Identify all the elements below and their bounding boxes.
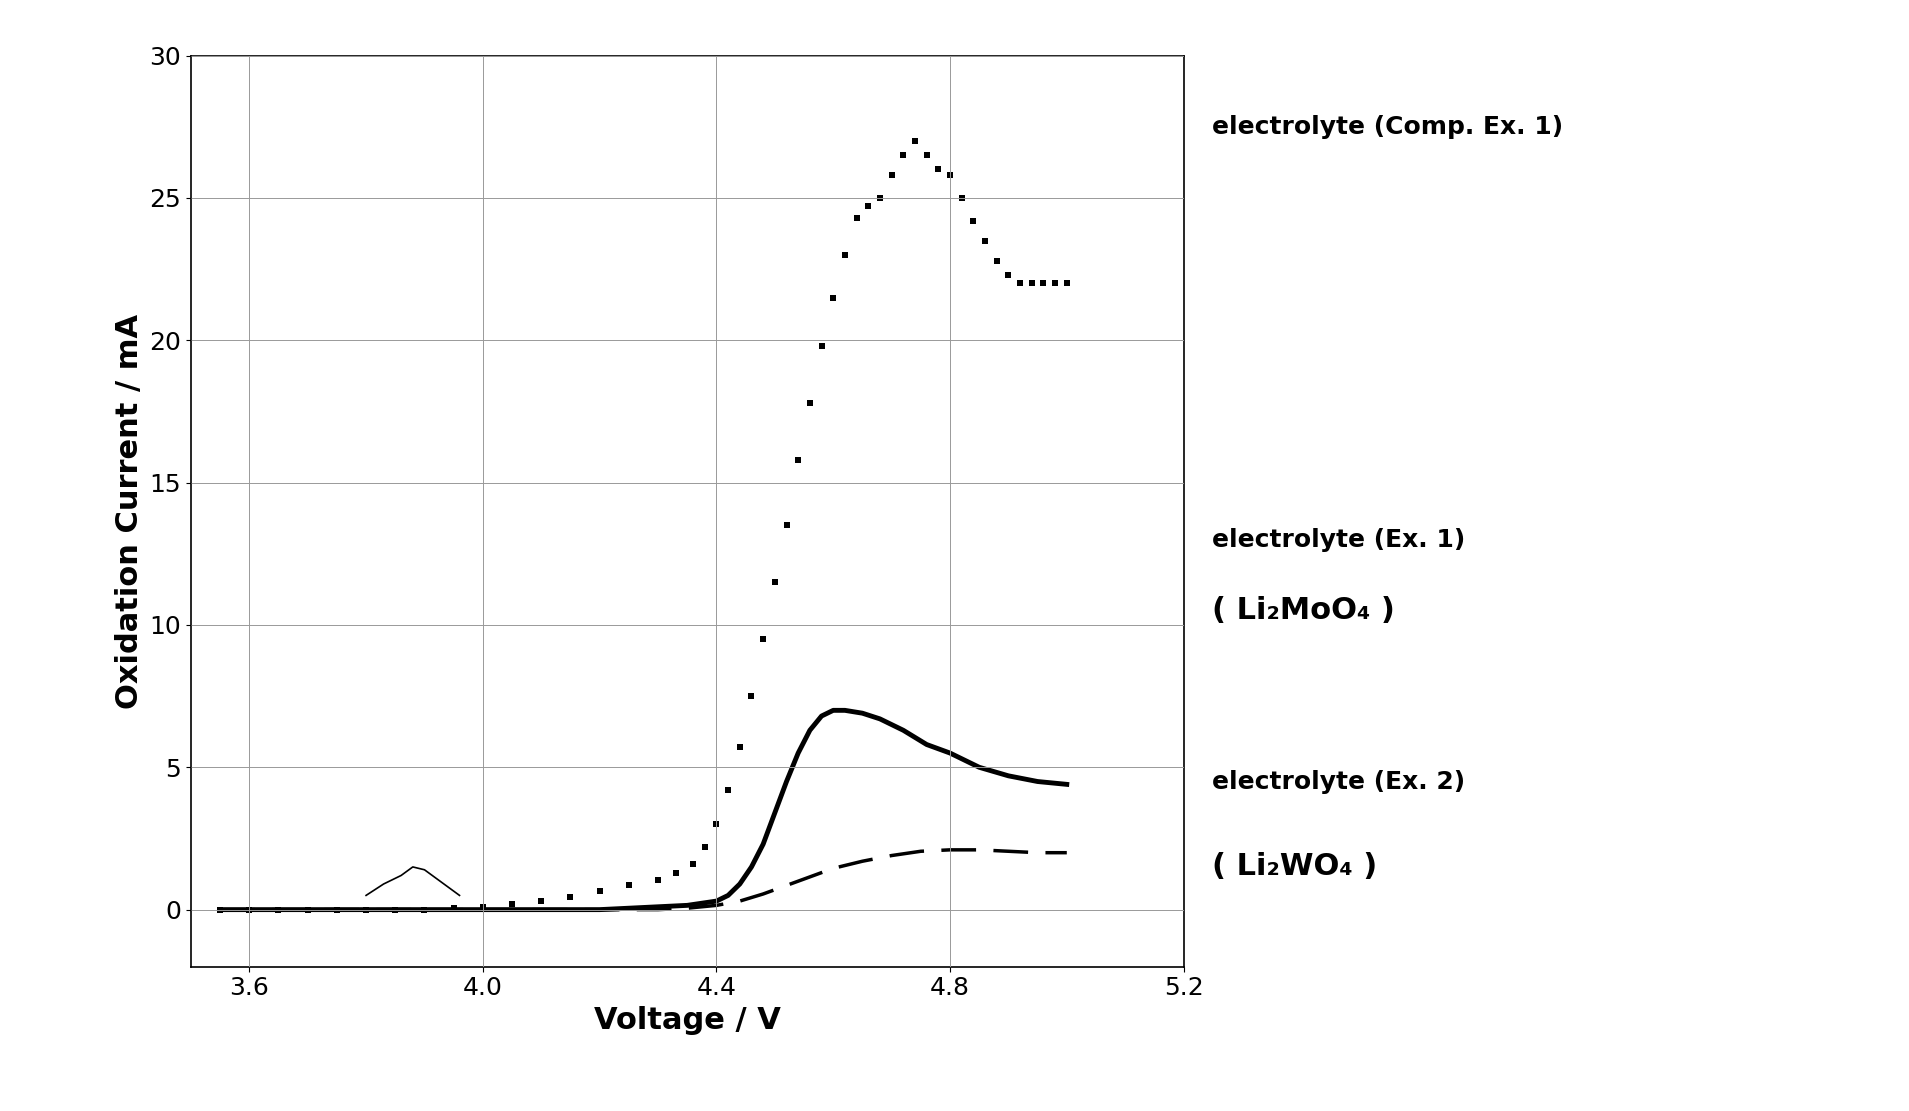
Text: electrolyte (Ex. 1): electrolyte (Ex. 1) [1212, 528, 1466, 551]
Y-axis label: Oxidation Current / mA: Oxidation Current / mA [115, 313, 143, 709]
Text: ( Li₂MoO₄ ): ( Li₂MoO₄ ) [1212, 597, 1395, 625]
X-axis label: Voltage / V: Voltage / V [594, 1005, 781, 1034]
Text: electrolyte (Ex. 2): electrolyte (Ex. 2) [1212, 770, 1466, 793]
Text: ( Li₂WO₄ ): ( Li₂WO₄ ) [1212, 852, 1378, 881]
Text: electrolyte (Comp. Ex. 1): electrolyte (Comp. Ex. 1) [1212, 114, 1563, 139]
